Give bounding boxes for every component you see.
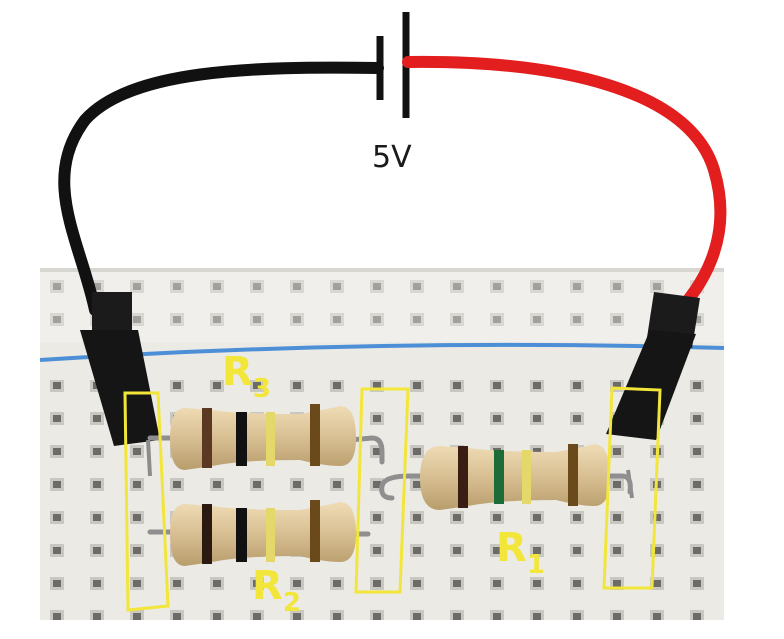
band: [236, 508, 247, 562]
highlight-box-middle: [354, 387, 410, 594]
band: [568, 444, 578, 506]
band: [202, 504, 212, 564]
band: [310, 500, 320, 562]
battery-symbol: [376, 12, 410, 118]
band: [458, 446, 468, 508]
band: [266, 412, 275, 466]
band: [266, 508, 275, 562]
resistor-r1: [420, 444, 610, 510]
highlight-boxes: [123, 386, 662, 612]
black-jumper-connector: [80, 292, 160, 477]
resistor-label-r1: R1: [496, 525, 545, 580]
band: [310, 404, 320, 466]
band: [522, 450, 531, 504]
band: [494, 450, 504, 504]
resistor-label-r3: R3: [222, 349, 271, 404]
resistor-r3: [170, 404, 356, 470]
highlight-box-left: [123, 391, 170, 612]
highlight-box-right: [602, 386, 662, 590]
resistor-label-r2: R2: [252, 563, 301, 618]
resistor-r2: [170, 500, 356, 566]
negative-wire: [58, 61, 384, 316]
voltage-label: 5V: [372, 140, 412, 175]
band: [202, 408, 212, 468]
positive-wire: [402, 55, 727, 324]
band: [236, 412, 247, 466]
